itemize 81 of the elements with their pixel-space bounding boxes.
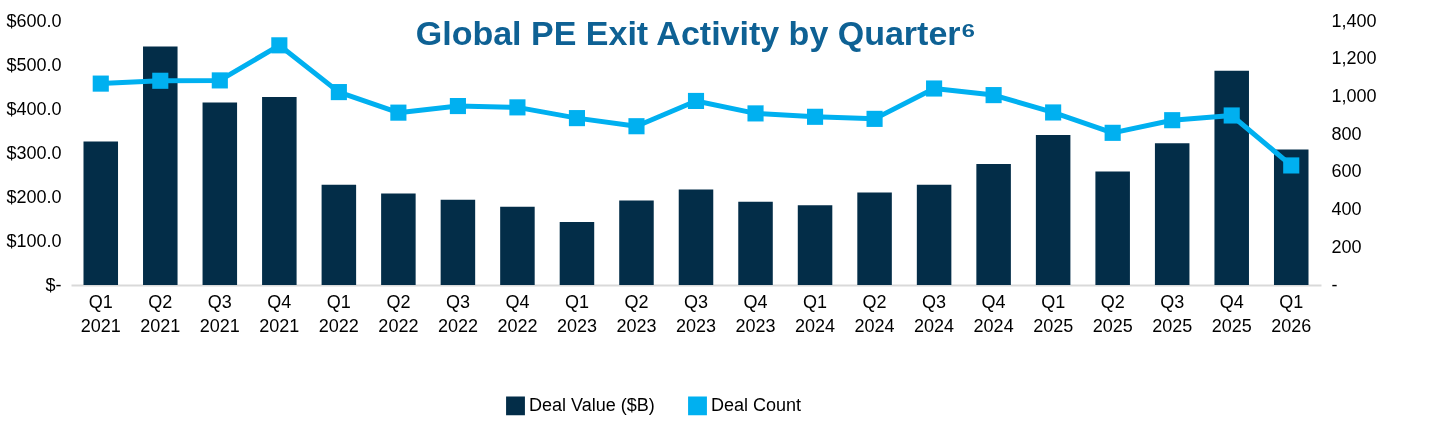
chart-title: Global PE Exit Activity by Quarter⁶: [415, 14, 977, 52]
x-tick-label: Q4 2024: [973, 291, 1014, 336]
point: [390, 104, 407, 121]
bar: [559, 222, 595, 285]
bar: [202, 102, 238, 285]
x-tick-label: Q3 2024: [914, 291, 955, 336]
x-tick-label: Q2 2021: [140, 291, 181, 336]
bar: [619, 200, 654, 285]
y2-tick-label: 200: [1331, 236, 1362, 257]
x-tick-label: Q4 2021: [259, 291, 300, 336]
y-tick-label: $500.0: [6, 54, 62, 75]
y-tick-label: $300.0: [6, 142, 62, 163]
point: [1164, 112, 1181, 129]
y2-tick-label: 1,000: [1331, 85, 1377, 106]
x-tick-label: Q3 2021: [199, 291, 240, 336]
x-tick-label: Q1 2026: [1271, 291, 1312, 336]
x-tick-label: Q4 2022: [497, 291, 538, 336]
bar: [440, 199, 476, 285]
point: [568, 110, 586, 127]
bar: [143, 46, 178, 285]
point: [1104, 124, 1121, 141]
x-tick-label: Q3 2023: [675, 291, 717, 336]
x-tick-label: Q1 2021: [80, 291, 121, 336]
bar: [500, 206, 535, 285]
x-tick-label: Q2 2024: [854, 291, 895, 336]
point: [1223, 107, 1240, 124]
x-tick-label: Q4 2023: [735, 291, 776, 336]
y2-tick-label: 800: [1331, 123, 1362, 144]
bar: [83, 141, 119, 285]
point: [211, 72, 228, 89]
y2-tick-label: -: [1331, 274, 1338, 295]
legend-label: Deal Value ($B): [529, 394, 655, 415]
bar: [1214, 70, 1249, 285]
y2-tick-label: 1,200: [1331, 48, 1377, 69]
y2-tick-label: 600: [1331, 161, 1362, 182]
bar: [1273, 149, 1309, 285]
y-tick-label: $200.0: [6, 186, 62, 207]
point: [330, 84, 347, 101]
x-tick-label: Q1 2023: [556, 291, 597, 336]
bar: [1035, 134, 1071, 285]
x-tick-label: Q2 2023: [616, 291, 657, 336]
bar: [321, 184, 357, 285]
bar: [916, 184, 952, 285]
y2-tick-label: 1,400: [1331, 10, 1377, 31]
y2-tick-label: 400: [1331, 199, 1362, 220]
x-tick-label: Q1 2024: [795, 291, 836, 336]
bar: [797, 205, 833, 285]
bar: [857, 192, 892, 285]
x-tick-label: Q3 2025: [1152, 291, 1193, 336]
point: [271, 37, 288, 54]
x-tick-label: Q2 2022: [378, 291, 419, 336]
point: [1045, 104, 1062, 121]
point: [806, 108, 824, 125]
x-tick-label: Q4 2025: [1211, 291, 1252, 336]
bar: [1154, 143, 1190, 285]
bar: [262, 97, 297, 285]
bar: [381, 193, 416, 285]
point: [1283, 157, 1300, 174]
point: [747, 105, 764, 122]
point: [92, 75, 109, 92]
bar: [976, 164, 1011, 285]
bar: [738, 201, 773, 285]
bar: [678, 189, 714, 285]
point: [628, 118, 645, 135]
y-tick-label: $600.0: [6, 10, 62, 31]
point: [449, 97, 466, 115]
bar: [1095, 171, 1130, 285]
legend-label: Deal Count: [711, 394, 802, 415]
point: [866, 110, 883, 127]
x-tick-label: Q3 2022: [437, 291, 478, 336]
point: [687, 92, 705, 110]
x-tick-label: Q1 2025: [1033, 291, 1074, 336]
x-tick-label: Q2 2025: [1092, 291, 1133, 336]
x-tick-label: Q1 2022: [318, 291, 359, 336]
point: [152, 72, 169, 89]
point: [985, 87, 1002, 104]
point: [926, 80, 943, 97]
y-tick-label: $100.0: [6, 230, 62, 251]
y-tick-label: $400.0: [6, 98, 62, 119]
point: [509, 99, 526, 116]
y-tick-label: $-: [45, 274, 62, 295]
